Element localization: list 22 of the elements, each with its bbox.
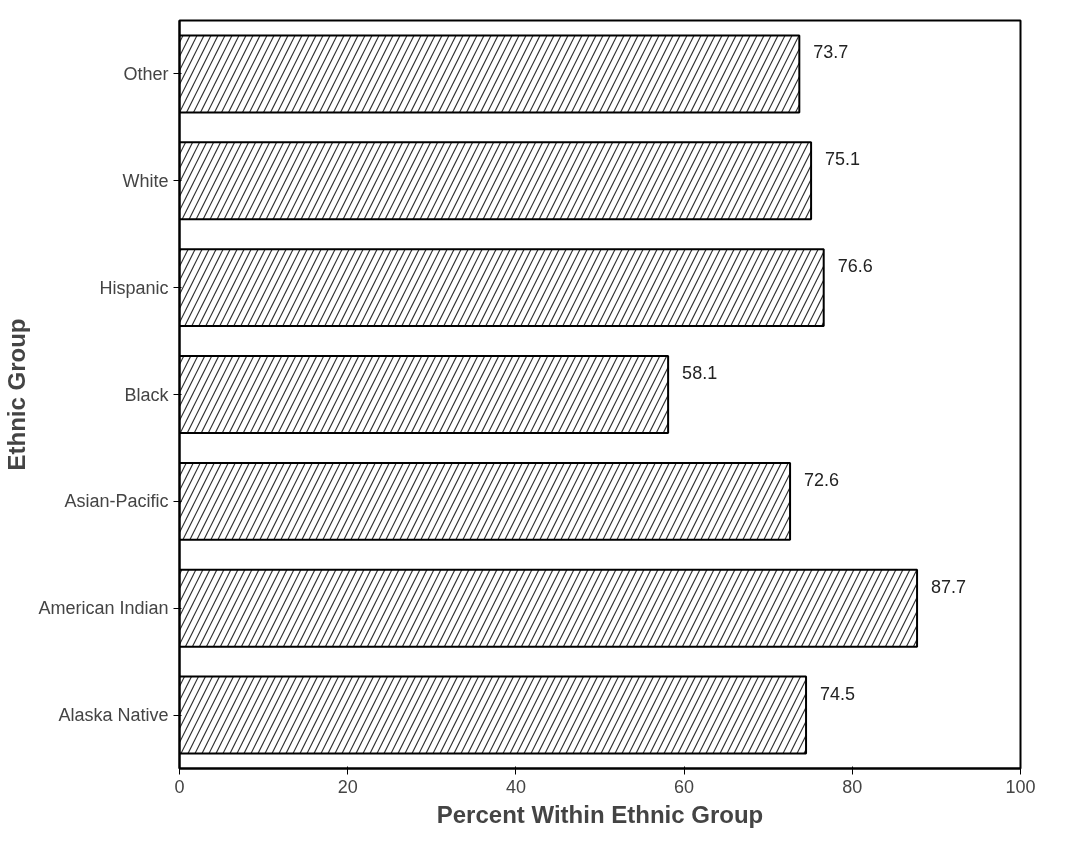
y-tick-label: Other	[123, 63, 169, 84]
data-label: 76.6	[837, 256, 873, 277]
data-label: 73.7	[813, 42, 849, 63]
x-tick-label: 60	[674, 776, 695, 797]
x-tick-label: 40	[505, 776, 526, 797]
y-tick-label: Asian-Pacific	[64, 491, 169, 512]
x-axis-title: Percent Within Ethnic Group	[436, 800, 764, 828]
x-tick-label: 100	[1005, 776, 1036, 797]
x-tick-label: 20	[337, 776, 358, 797]
y-tick-label: American Indian	[38, 598, 169, 619]
data-label: 74.5	[820, 683, 856, 704]
y-tick-label: White	[122, 170, 169, 191]
x-tick-label: 0	[174, 776, 185, 797]
y-tick-label: Black	[124, 384, 170, 405]
x-tick-label: 80	[842, 776, 863, 797]
y-tick-label: Alaska Native	[58, 705, 169, 726]
data-label: 58.1	[682, 363, 718, 383]
y-axis-title: Ethnic Group	[3, 318, 31, 471]
data-label: 72.6	[804, 469, 840, 490]
data-label: 75.1	[825, 149, 861, 170]
data-label: 87.7	[931, 576, 967, 597]
y-tick-label: Hispanic	[99, 277, 169, 298]
